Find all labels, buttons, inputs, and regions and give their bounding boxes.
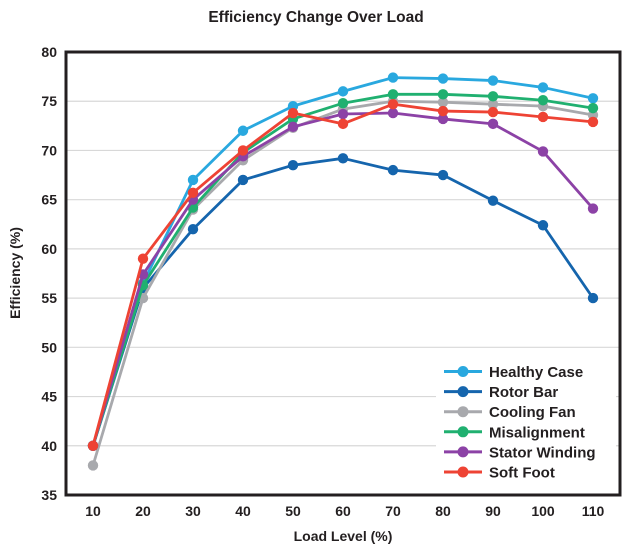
data-point-rotor-bar-100: [537, 220, 549, 231]
legend-label-soft-foot: Soft Foot: [489, 465, 555, 482]
data-point-rotor-bar-40: [237, 174, 249, 186]
data-point-cooling-fan-80: [437, 97, 449, 108]
y-tick-label-55: 55: [41, 290, 57, 306]
data-point-rotor-bar-30: [187, 224, 199, 235]
x-tick-label-60: 60: [335, 503, 351, 519]
legend: Healthy Case Rotor Bar Cooling Fan Misalign…: [436, 358, 616, 484]
legend-label-healthy-case: Healthy Case: [489, 364, 583, 381]
legend-label-misalignment: Misalignment: [489, 424, 585, 441]
data-point-soft-foot-40: [237, 145, 249, 156]
data-point-soft-foot-100: [537, 111, 549, 123]
x-tick-label-30: 30: [185, 503, 201, 519]
data-point-healthy-case-40: [237, 125, 249, 136]
x-tick-label-80: 80: [435, 503, 451, 519]
legend-background: [436, 358, 616, 484]
x-tick-label-70: 70: [385, 503, 401, 519]
y-tick-label-45: 45: [41, 389, 57, 405]
legend-marker-cooling-fan: [457, 406, 469, 418]
series-soft-foot: [87, 98, 599, 451]
legend-item-soft-foot: Soft Foot: [444, 465, 555, 482]
data-point-soft-foot-90: [487, 106, 499, 118]
data-point-soft-foot-80: [437, 105, 449, 117]
data-point-misalignment-90: [487, 91, 499, 102]
data-point-healthy-case-100: [537, 82, 549, 93]
legend-item-healthy-case: Healthy Case: [444, 364, 583, 381]
legend-label-stator-winding: Stator Winding: [489, 444, 596, 461]
y-tick-label-65: 65: [41, 192, 57, 208]
data-point-stator-winding-70: [387, 107, 399, 119]
data-point-healthy-case-80: [437, 73, 449, 84]
data-point-healthy-case-110: [587, 93, 599, 104]
data-point-rotor-bar-80: [437, 169, 449, 181]
data-point-healthy-case-30: [187, 174, 199, 186]
data-point-misalignment-80: [437, 89, 449, 100]
data-point-cooling-fan-90: [487, 98, 499, 110]
legend-marker-misalignment: [457, 426, 469, 438]
legend-item-rotor-bar: Rotor Bar: [444, 384, 558, 401]
plot-frame: [64, 50, 622, 497]
data-point-stator-winding-50: [287, 121, 299, 133]
legend-item-cooling-fan: Cooling Fan: [444, 404, 576, 421]
x-tick-label-20: 20: [135, 503, 151, 519]
y-tick-label-50: 50: [41, 339, 57, 355]
data-point-misalignment-110: [587, 102, 599, 114]
data-point-soft-foot-30: [187, 187, 199, 198]
data-point-misalignment-60: [337, 97, 349, 109]
data-point-soft-foot-60: [337, 118, 349, 130]
x-tick-label-40: 40: [235, 503, 251, 519]
y-tick-label-75: 75: [41, 93, 57, 109]
x-axis-title: Load Level (%): [294, 528, 393, 544]
data-point-healthy-case-70: [387, 72, 399, 83]
data-point-stator-winding-110: [587, 203, 599, 214]
data-point-rotor-bar-50: [287, 160, 299, 171]
y-axis-title: Efficiency (%): [7, 227, 23, 319]
data-point-stator-winding-60: [337, 108, 349, 120]
y-tick-label-35: 35: [41, 487, 57, 503]
data-point-stator-winding-90: [487, 118, 499, 130]
data-point-rotor-bar-60: [337, 153, 349, 164]
data-point-soft-foot-110: [587, 116, 599, 128]
legend-item-misalignment: Misalignment: [444, 424, 585, 441]
axis-ticks: 35 40 45 50 55 60 65 70 75 80 10 20 30 40 50 60 70 80 90 10…: [41, 44, 604, 519]
x-tick-label-90: 90: [485, 503, 501, 519]
legend-marker-rotor-bar: [457, 386, 469, 398]
legend-item-stator-winding: Stator Winding: [444, 444, 596, 461]
data-point-soft-foot-50: [287, 107, 299, 119]
x-tick-label-10: 10: [85, 503, 101, 519]
legend-label-cooling-fan: Cooling Fan: [489, 404, 576, 421]
series-lines: [87, 72, 599, 471]
data-point-rotor-bar-90: [487, 195, 499, 206]
data-point-healthy-case-60: [337, 86, 349, 97]
data-point-soft-foot-20: [137, 253, 149, 264]
x-tick-label-50: 50: [285, 503, 301, 519]
data-point-rotor-bar-110: [587, 292, 599, 304]
y-tick-label-40: 40: [41, 438, 57, 454]
legend-marker-soft-foot: [457, 466, 469, 478]
data-point-rotor-bar-70: [387, 164, 399, 176]
data-point-misalignment-70: [387, 89, 399, 100]
y-tick-label-80: 80: [41, 44, 57, 60]
y-tick-label-70: 70: [41, 142, 57, 158]
data-point-stator-winding-100: [537, 146, 549, 157]
data-point-misalignment-100: [537, 95, 549, 106]
x-tick-label-110: 110: [582, 503, 605, 519]
data-point-stator-winding-80: [437, 113, 449, 125]
legend-marker-stator-winding: [457, 446, 469, 458]
x-tick-label-100: 100: [531, 503, 555, 519]
y-tick-label-60: 60: [41, 241, 57, 257]
data-point-healthy-case-90: [487, 75, 499, 86]
chart-title: Efficiency Change Over Load: [208, 9, 423, 26]
legend-marker-healthy-case: [457, 366, 469, 377]
data-point-soft-foot-10: [87, 440, 99, 451]
data-point-soft-foot-70: [387, 98, 399, 110]
data-point-cooling-fan-10: [87, 460, 99, 471]
legend-label-rotor-bar: Rotor Bar: [489, 384, 558, 401]
